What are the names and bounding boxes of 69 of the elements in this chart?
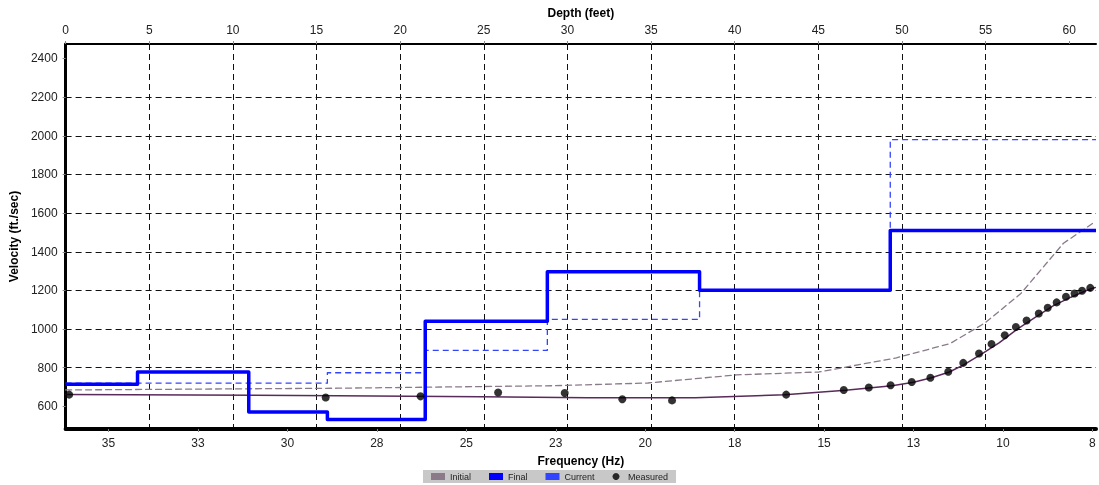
x2-axis-title: Depth (feet) [547, 6, 615, 21]
point [782, 390, 791, 399]
point [1061, 292, 1070, 301]
x2-tick-label: 5 [145, 23, 153, 37]
point [1011, 322, 1020, 331]
legend-label: Final [507, 471, 528, 482]
x-tick-label: 25 [459, 436, 474, 450]
y-tick-label: 600 [37, 399, 58, 414]
y-tick-label: 2000 [30, 128, 58, 143]
point [987, 339, 996, 348]
x-tick-label: 18 [727, 436, 742, 450]
point [321, 393, 330, 402]
legend-label: Current [564, 471, 595, 482]
point [907, 378, 916, 387]
x2-tick-label: 15 [309, 23, 324, 37]
x-tick-label: 10 [996, 436, 1010, 450]
point [1086, 283, 1095, 292]
x-tick-label: 28 [370, 436, 384, 450]
x2-tick-label: 55 [978, 23, 993, 37]
x2-tick-label: 20 [393, 23, 408, 37]
x-tick-label: 20 [638, 436, 653, 450]
point [494, 388, 503, 397]
legend-label: Measured [628, 471, 669, 482]
x2-tick-label: 40 [728, 23, 742, 37]
x-tick-label: 35 [101, 436, 116, 450]
point [959, 358, 968, 367]
x-tick-label: 33 [191, 436, 205, 450]
x2-tick-label: 30 [560, 23, 575, 37]
point [926, 373, 935, 382]
legend-label: Initial [449, 471, 471, 482]
y-axis-title: Velocity (ft./sec) [7, 190, 21, 283]
y-tick-label: 1600 [30, 206, 58, 221]
point [1043, 303, 1052, 312]
point [944, 367, 953, 376]
point [975, 349, 984, 358]
point [1034, 309, 1043, 318]
x2-tick-label: 35 [644, 23, 659, 37]
y-tick-label: 1800 [30, 167, 58, 182]
point [1070, 289, 1079, 298]
point [864, 383, 873, 392]
x-tick-label: 13 [906, 436, 921, 450]
y-tick-label: 1400 [30, 244, 58, 259]
point [1022, 316, 1031, 325]
point [416, 392, 425, 401]
point [668, 396, 677, 405]
x2-tick-label: 10 [226, 23, 240, 37]
point [1000, 331, 1009, 340]
y-tick-label: 1200 [30, 283, 58, 298]
x-tick-label: 8 [1089, 436, 1097, 450]
point [886, 381, 895, 390]
y-tick-label: 2200 [30, 90, 58, 105]
y-tick-label: 2400 [30, 51, 58, 66]
y-tick-label: 1000 [30, 322, 58, 337]
x-tick-label: 15 [817, 436, 832, 450]
point [1078, 286, 1087, 295]
x2-tick-label: 45 [811, 23, 826, 37]
x2-tick-label: 60 [1062, 23, 1077, 37]
point [560, 389, 569, 398]
x2-tick-label: 25 [477, 23, 491, 37]
x-tick-label: 23 [549, 436, 563, 450]
x-tick-label: 30 [280, 436, 295, 450]
x2-tick-label: 50 [895, 23, 909, 37]
point [65, 390, 74, 399]
y-tick-label: 800 [37, 360, 58, 375]
point [839, 385, 848, 394]
x-axis-title: Frequency (Hz) [537, 454, 625, 468]
point [1052, 298, 1061, 307]
x2-tick-label: 0 [62, 23, 70, 37]
point [618, 395, 627, 404]
